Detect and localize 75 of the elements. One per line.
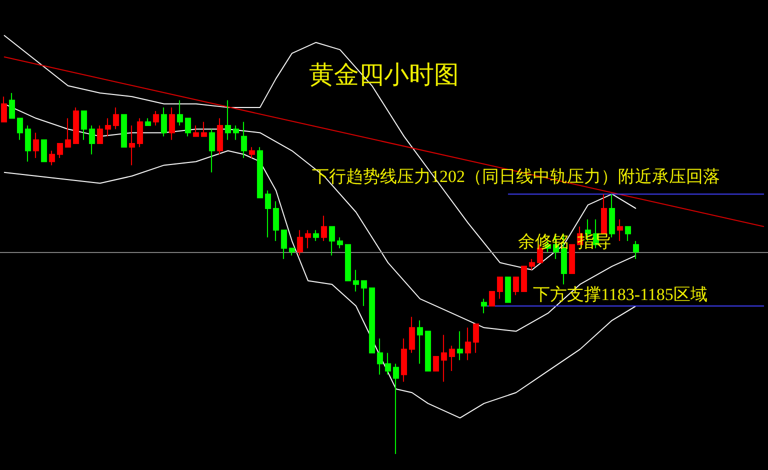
candlestick: [129, 124, 135, 166]
candlestick: [217, 118, 223, 155]
candlestick: [273, 200, 279, 242]
candlestick: [97, 124, 103, 144]
candlestick: [145, 118, 151, 126]
annotation: 下方支撑1183-1185区域: [533, 285, 708, 304]
candlestick: [225, 100, 231, 140]
candlestick: [385, 352, 391, 376]
candlestick: [425, 330, 431, 372]
candlestick: [281, 230, 287, 260]
candlestick: [201, 121, 207, 137]
candlestick: [297, 230, 303, 256]
candlestick: [377, 338, 383, 376]
candlestick: [105, 118, 111, 137]
candlestick: [369, 287, 375, 354]
candlestick: [41, 139, 47, 162]
candlestick: [121, 114, 127, 148]
candlestick: [633, 240, 639, 260]
candlestick: [265, 190, 271, 238]
candlestick: [113, 106, 119, 130]
candlestick: [513, 276, 519, 296]
candlestick: [353, 269, 359, 292]
chart-title: 黄金四小时图: [309, 62, 459, 89]
candlestick: [153, 110, 159, 126]
candlestick: [65, 118, 71, 148]
candlestick: [481, 298, 487, 314]
candlestick: [417, 320, 423, 364]
candlestick: [337, 236, 343, 249]
candlestick: [433, 356, 439, 372]
candlestick: [529, 258, 535, 270]
candlestick: [193, 124, 199, 137]
candlestick: [57, 143, 63, 158]
candlestick: [25, 124, 31, 162]
candlestick: [9, 92, 15, 119]
candlestick: [617, 218, 623, 242]
candlestick: [305, 230, 311, 249]
candlestick: [345, 244, 351, 282]
candlestick: [73, 106, 79, 144]
candlestick: [409, 316, 415, 354]
candlestick: [489, 291, 495, 306]
candlestick: [465, 327, 471, 361]
candlestick: [321, 215, 327, 242]
candlestick: [1, 96, 7, 122]
candlestick: [257, 146, 263, 198]
candlestick: [177, 100, 183, 126]
candlestick: [313, 230, 319, 242]
candlestick: [473, 324, 479, 354]
candlestick: [457, 330, 463, 361]
candlestick: [33, 132, 39, 158]
candlestick: [233, 124, 239, 140]
candlestick: [505, 276, 511, 303]
candlestick: [249, 146, 255, 158]
candlestick: [441, 334, 447, 382]
candlestick: [401, 338, 407, 382]
candlestick: [393, 363, 399, 454]
candlestick: [625, 226, 631, 242]
candlestick: [137, 118, 143, 148]
candlestick: [449, 345, 455, 372]
candlestick: [569, 244, 575, 274]
candlestick: [89, 124, 95, 155]
candlestick: [329, 226, 335, 256]
candlestick: [361, 280, 367, 306]
candlestick: [241, 121, 247, 158]
candlestick: [209, 128, 215, 173]
candlestick: [185, 118, 191, 137]
candlestick: [289, 248, 295, 256]
candlestick: [49, 150, 55, 166]
candlestick: [497, 276, 503, 300]
candlestick: [601, 194, 607, 234]
candlestick: [521, 266, 527, 292]
candlestick: [17, 118, 23, 140]
candlestick: [169, 106, 175, 140]
candlestick: [81, 110, 87, 140]
candlestick: [161, 106, 167, 137]
candlestick: [609, 194, 615, 238]
